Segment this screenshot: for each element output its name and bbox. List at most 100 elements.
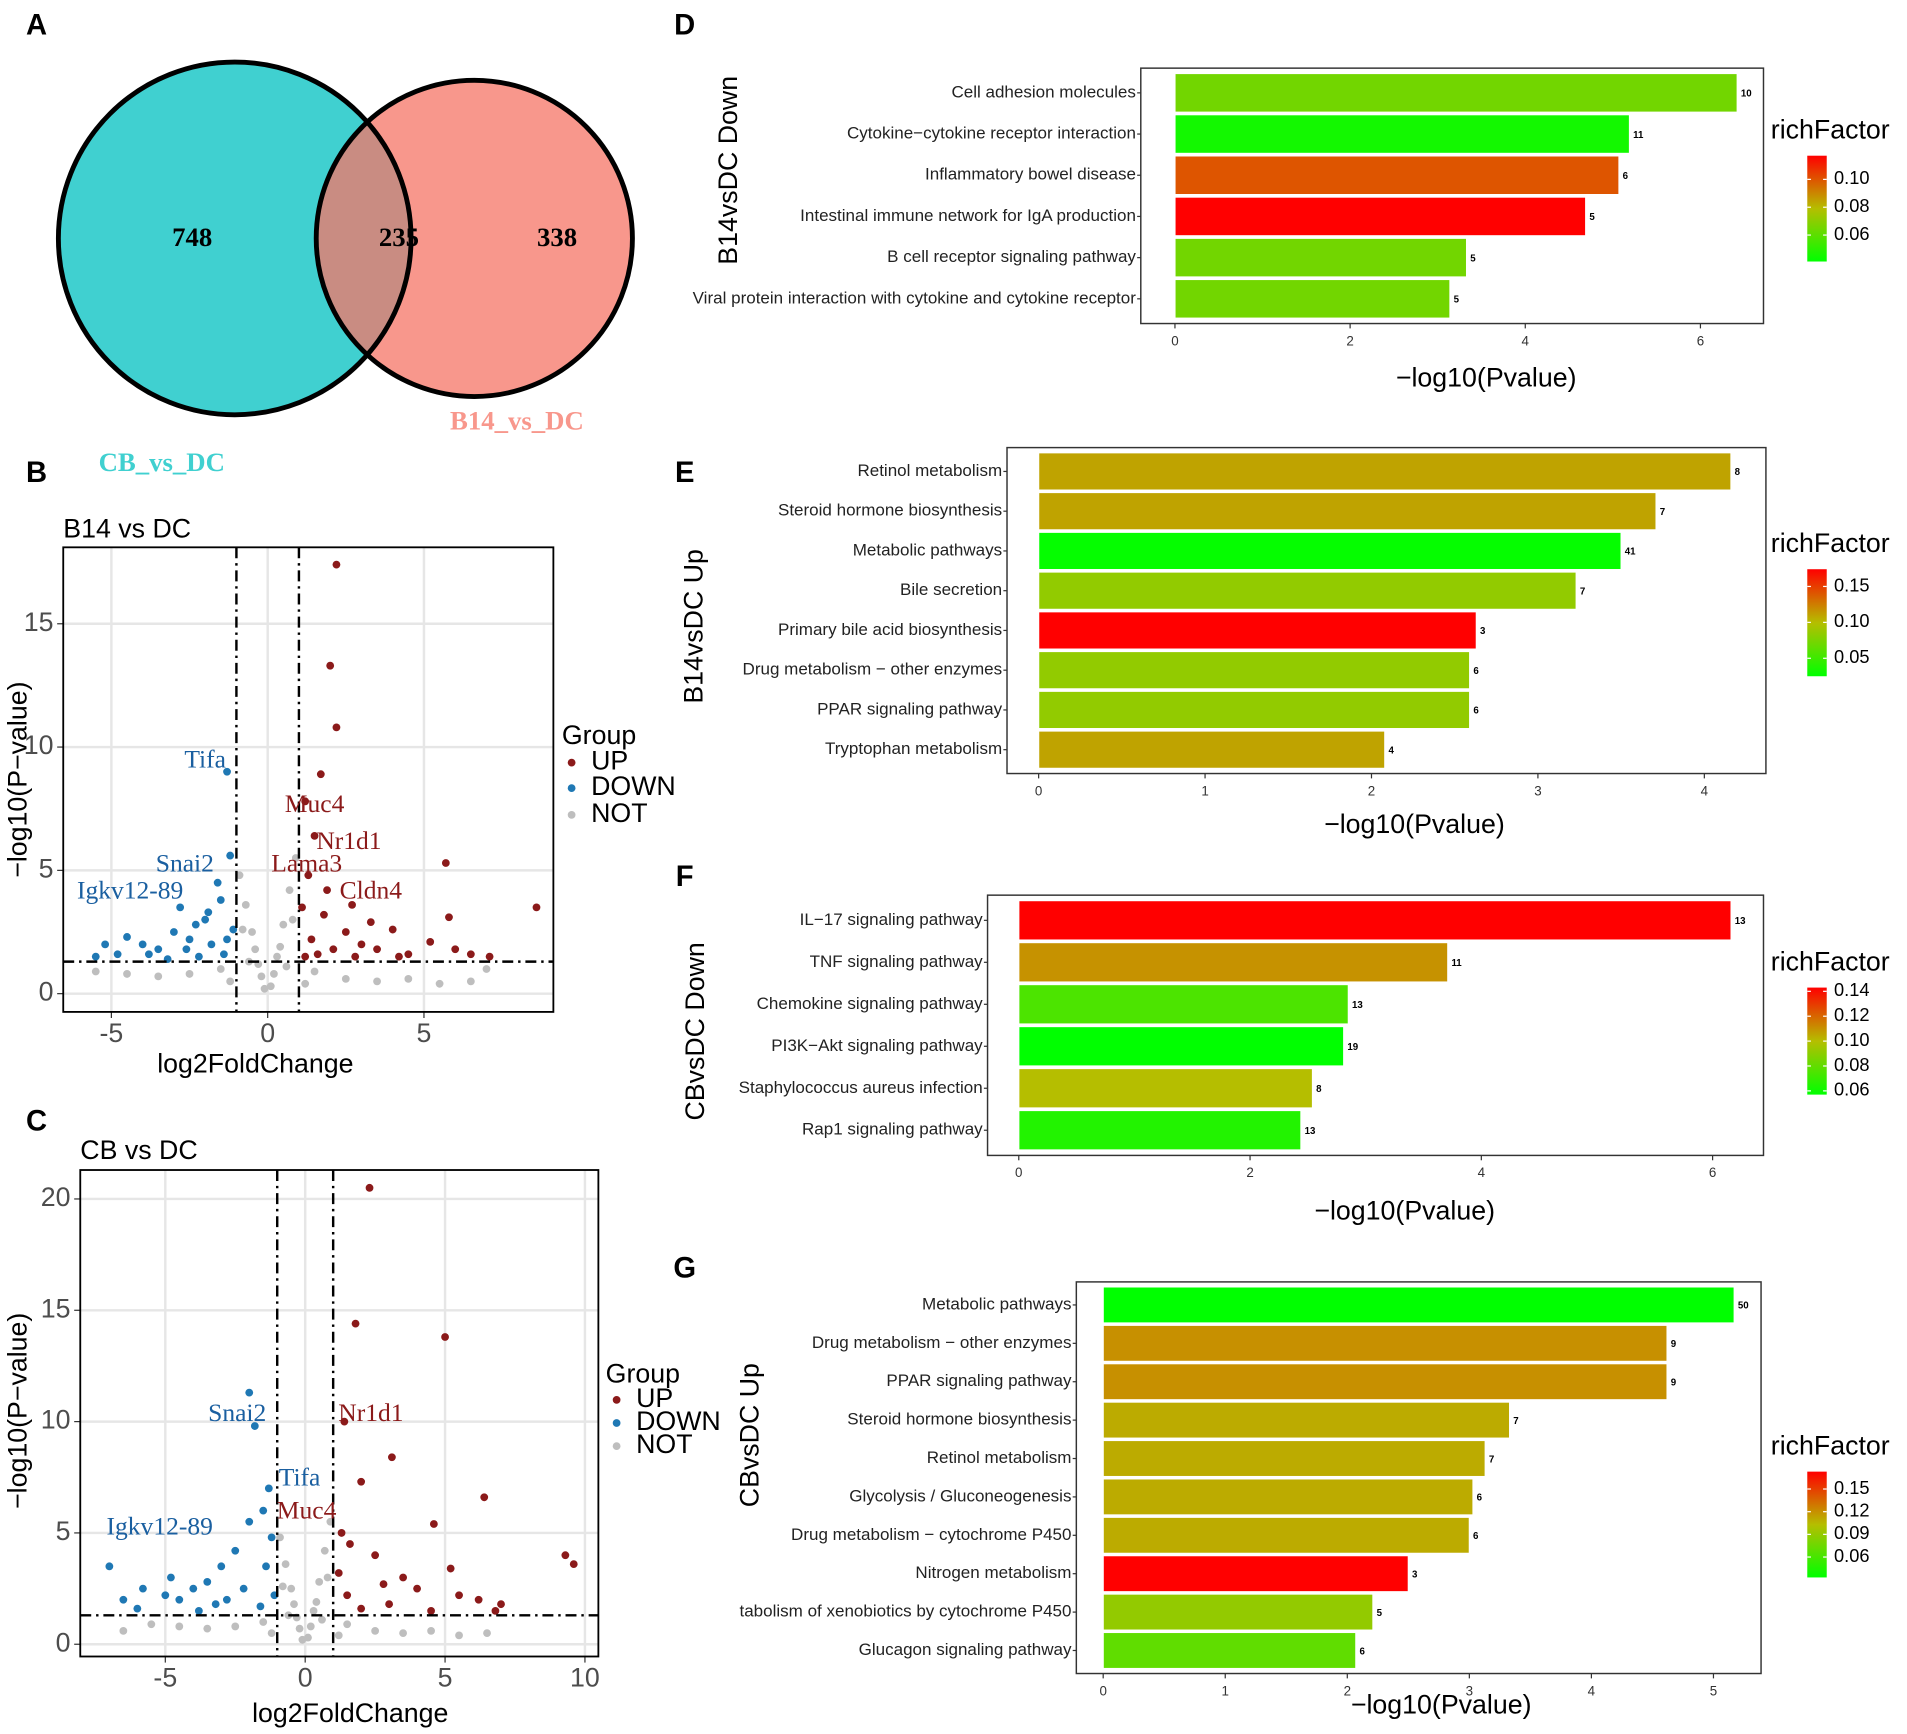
point: [231, 1622, 240, 1631]
legend-label: UP: [636, 1383, 673, 1413]
category-label: Intestinal immune network for IgA produc…: [800, 206, 1136, 225]
colorbar-label: 0.08: [1834, 195, 1870, 216]
legend-title: richFactor: [1771, 528, 1890, 558]
count-label: 6: [1473, 1531, 1479, 1542]
point: [144, 950, 153, 959]
set-name: B14_vs_DC: [450, 405, 584, 435]
count-label: 9: [1671, 1378, 1677, 1389]
point: [154, 945, 163, 954]
point: [388, 925, 397, 934]
point: [341, 928, 350, 936]
point: [341, 974, 350, 983]
colorbar-label: 0.05: [1834, 646, 1870, 667]
point: [301, 952, 310, 961]
legend-swatch: [612, 1395, 621, 1404]
panel-letter: C: [26, 1105, 47, 1137]
point: [91, 952, 100, 961]
category-label: Cell adhesion molecules: [951, 82, 1135, 101]
point: [191, 920, 200, 929]
point: [175, 1595, 184, 1604]
point: [250, 1422, 259, 1430]
count-label: 8: [1735, 467, 1741, 478]
x-tick-label: 2: [1346, 333, 1353, 348]
point: [482, 965, 491, 973]
point: [176, 903, 185, 912]
panel-letter: D: [674, 9, 695, 41]
x-axis-label: log2FoldChange: [252, 1698, 448, 1728]
point: [385, 1600, 394, 1609]
colorbar-label: 0.06: [1834, 223, 1870, 244]
category-label: Steroid hormone biosynthesis: [847, 1410, 1071, 1429]
legend-swatch: [612, 1442, 621, 1450]
point: [226, 977, 235, 986]
point: [251, 945, 260, 954]
count-label: 7: [1660, 507, 1665, 518]
y-tick-label: 15: [41, 1293, 71, 1323]
plot-border: [1075, 1281, 1762, 1675]
x-axis-label: −log10(Pvalue): [1351, 1689, 1532, 1719]
point: [427, 1606, 435, 1615]
point: [483, 1629, 491, 1638]
volcano-plot: -5 0 5 10 0 5 10 15 20 Snai2 Nr1d1 Tifa Muc4 Igkv12-8…: [3, 1135, 721, 1728]
legend-label: DOWN: [636, 1406, 721, 1436]
point: [399, 1629, 407, 1638]
venn-count: 338: [537, 222, 577, 252]
point: [441, 1333, 449, 1341]
gene-label: Igkv12-89: [107, 1511, 213, 1540]
point: [346, 1540, 354, 1548]
point: [310, 831, 319, 840]
venn-count: 748: [172, 222, 212, 252]
category-label: TNF signaling pathway: [810, 952, 984, 971]
point: [154, 972, 163, 981]
point: [295, 1624, 304, 1633]
x-axis-label: −log10(Pvalue): [1324, 809, 1505, 839]
point: [223, 935, 231, 944]
point: [365, 1183, 374, 1192]
plot-border: [1006, 446, 1767, 775]
enrichment-bar-chart: 13 IL−17 signaling pathway 11 TNF signaling…: [680, 894, 1890, 1226]
count-label: 5: [1454, 295, 1460, 306]
bar: [1174, 278, 1451, 319]
category-label: Viral protein interaction with cytokine …: [693, 288, 1137, 307]
bar: [1102, 1439, 1486, 1478]
gene-label: Tifa: [184, 745, 226, 774]
count-label: 13: [1735, 916, 1746, 927]
count-label: 10: [1741, 89, 1752, 100]
point: [123, 970, 131, 978]
point: [182, 945, 191, 954]
bar: [1018, 1067, 1314, 1109]
gene-label: Muc4: [285, 789, 345, 818]
point: [241, 900, 250, 909]
point: [211, 1600, 220, 1609]
colorbar: [1807, 155, 1827, 262]
plot-border: [986, 894, 1765, 1157]
set-outline: [313, 77, 635, 399]
point: [264, 1484, 273, 1493]
point: [119, 1595, 128, 1604]
point: [185, 970, 194, 978]
panel-letter: A: [26, 9, 47, 41]
x-tick-label: 4: [1701, 783, 1709, 798]
point: [332, 560, 341, 569]
plot-border: [62, 546, 555, 1013]
set-circle: [58, 62, 412, 415]
colorbar-label: 0.06: [1834, 1545, 1870, 1566]
colorbar-label: 0.10: [1834, 167, 1870, 188]
point: [413, 1584, 421, 1593]
point: [204, 908, 213, 917]
count-label: 7: [1580, 586, 1585, 597]
plot-title: CB vs DC: [80, 1135, 197, 1165]
set-name: CB_vs_DC: [99, 447, 225, 477]
category-label: Bile secretion: [900, 580, 1002, 599]
count-label: 6: [1473, 706, 1479, 717]
panel-letter: F: [676, 861, 694, 893]
set-outline: [55, 59, 414, 418]
point: [282, 962, 291, 971]
point: [201, 915, 210, 924]
x-tick-label: 5: [438, 1663, 453, 1693]
bar: [1018, 941, 1449, 983]
point: [474, 1595, 483, 1604]
bar: [1018, 900, 1732, 941]
y-axis-label: −log10(P−value): [3, 681, 33, 877]
gene-label: Nr1d1: [338, 1398, 403, 1427]
